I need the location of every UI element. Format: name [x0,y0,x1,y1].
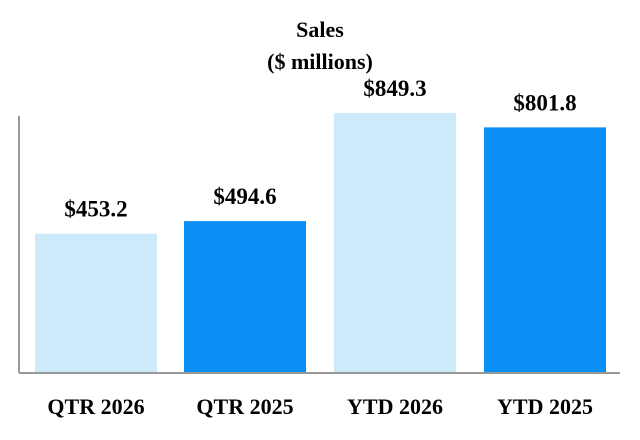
category-label: YTD 2026 [347,394,443,419]
category-label: QTR 2025 [196,394,293,419]
bars-group [35,112,606,372]
chart-title: Sales [296,17,344,42]
category-labels-group: QTR 2026 QTR 2025 YTD 2026 YTD 2025 [47,394,593,419]
value-label: $849.3 [363,76,426,101]
bar-ytd-2026 [334,112,456,372]
value-label: $453.2 [64,197,127,222]
category-label: YTD 2025 [497,394,593,419]
bar-qtr-2026 [35,233,157,372]
chart-subtitle: ($ millions) [267,49,373,74]
bar-ytd-2025 [484,127,606,372]
value-label: $801.8 [513,90,576,115]
value-labels-group: $453.2 $494.6 $849.3 $801.8 [64,76,576,222]
category-label: QTR 2026 [47,394,144,419]
bar-qtr-2025 [184,221,306,372]
value-label: $494.6 [213,184,276,209]
